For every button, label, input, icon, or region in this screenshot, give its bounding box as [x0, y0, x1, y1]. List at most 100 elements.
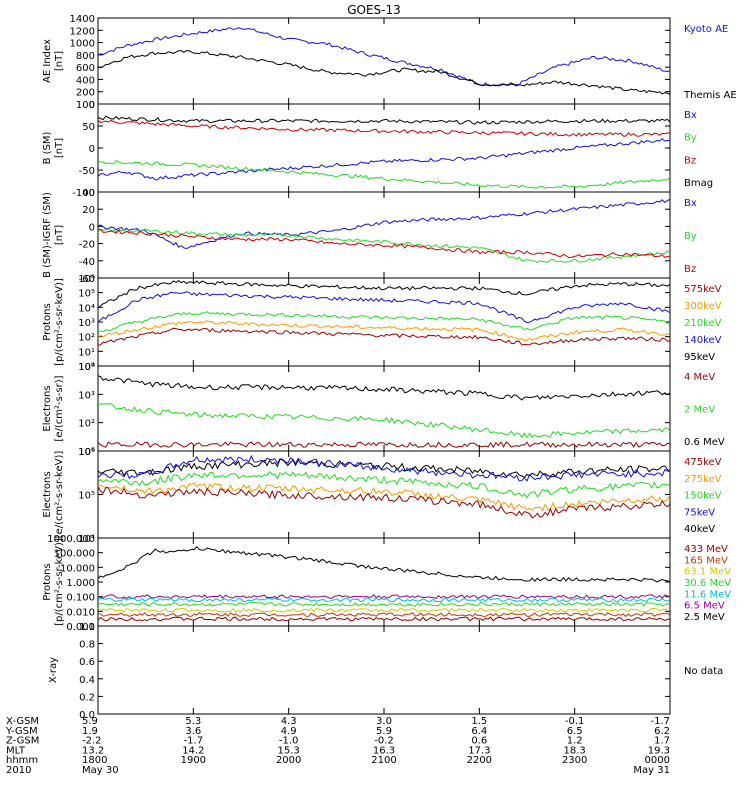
y-tick-label: -60 [79, 274, 95, 285]
series-line-95kev [97, 279, 671, 308]
y-tick-label: 10⁴ [78, 534, 95, 545]
series-line-140kev [97, 291, 671, 324]
footer-value: 19.3 [648, 745, 670, 756]
legend-entry: 275keV [684, 474, 722, 485]
y-axis-label: B (SM)-IGRF (SM) [42, 192, 53, 278]
footer-value: 0000 [645, 755, 670, 766]
y-axis-label: [p/(cm²-s-sr-keV)] [54, 278, 65, 366]
footer-value: 1800 [82, 755, 107, 766]
y-tick-label: 1400 [70, 14, 95, 25]
footer-value: 5.9 [376, 726, 392, 737]
y-tick-label: 10³ [78, 390, 95, 401]
y-tick-label: 1000.000 [47, 534, 95, 545]
series-line-bz [97, 119, 671, 137]
footer-row-label: Z-GSM [6, 736, 39, 747]
y-axis-label: [e/(cm²-s-sr)] [54, 375, 65, 441]
y-axis-label: B (SM) [42, 131, 53, 164]
panel-5 [97, 365, 671, 452]
y-axis-label: Protons [42, 563, 53, 600]
y-axis-label: [nT] [54, 138, 65, 158]
series-line-63-1-mev [97, 607, 671, 613]
series-line-2-mev [97, 403, 671, 439]
y-tick-label: 400 [76, 75, 95, 86]
y-tick-label: 100 [76, 100, 95, 111]
footer-value: -0.2 [374, 736, 394, 747]
series-line-433-mev [97, 616, 671, 622]
y-tick-label: 1000 [70, 39, 95, 50]
legend-entry: 165 MeV [684, 555, 728, 566]
y-tick-label: 0.010 [66, 607, 95, 618]
y-tick-label: 10¹ [78, 347, 95, 358]
footer-value: -1.7 [650, 716, 670, 727]
y-tick-label: 10⁰ [78, 362, 95, 373]
series-line-75kev [97, 454, 671, 482]
legend-entry: 30.6 MeV [684, 578, 731, 589]
series-line-300kev [97, 320, 671, 342]
footer-row-label: Y-GSM [5, 726, 38, 737]
y-tick-label: 10⁶ [78, 274, 95, 285]
legend-entry: By [684, 231, 697, 242]
legend-entry: Bx [684, 198, 697, 209]
y-axis-label: [nT] [54, 51, 65, 71]
legend-entry: Bmag [684, 178, 713, 189]
footer-value: -2.2 [82, 736, 102, 747]
footer-value: 2300 [562, 755, 587, 766]
legend-entry: 150keV [684, 491, 722, 502]
y-tick-label: 20 [82, 205, 95, 216]
legend-entry: 40keV [684, 524, 715, 535]
series-line-bz [97, 228, 671, 259]
series-line-4-mev [97, 441, 671, 449]
y-tick-label: 10³ [78, 318, 95, 329]
series-line-by [97, 159, 671, 189]
y-tick-label: 10.000 [60, 563, 95, 574]
y-tick-label: 800 [76, 51, 95, 62]
legend-entry: By [684, 133, 697, 144]
y-tick-label: 0 [89, 100, 95, 111]
legend-entry: Themis AE [683, 90, 737, 101]
footer-value: 3.0 [376, 716, 392, 727]
y-tick-label: 10¹ [78, 447, 95, 458]
y-tick-label: 1.0 [79, 622, 95, 633]
legend-entry: 95keV [684, 352, 715, 363]
y-tick-label: 1.000 [66, 578, 95, 589]
series-line-2-5-mev [97, 545, 671, 583]
footer-value: 1.9 [82, 726, 98, 737]
legend-entry: 475keV [684, 457, 722, 468]
legend-entry: Bx [684, 110, 697, 121]
footer-value: 1.2 [567, 736, 583, 747]
y-axis-label: [e/(cm²-s-sr-keV)] [54, 451, 65, 539]
y-tick-label: 10⁶ [78, 447, 95, 458]
footer-value: 18.3 [564, 745, 586, 756]
series-line-11-6-mev [97, 597, 671, 603]
y-tick-label: -40 [79, 257, 95, 268]
legend-entry: Bz [684, 264, 696, 275]
series-line-575kev [97, 327, 671, 346]
series-line-bx [97, 198, 671, 250]
footer-value: 1.5 [471, 716, 487, 727]
series-line-by [97, 228, 671, 264]
y-tick-label: 10⁵ [78, 289, 95, 300]
footer-value: May 31 [633, 765, 670, 776]
y-tick-label: 0 [89, 222, 95, 233]
y-tick-label: -100 [72, 188, 95, 199]
panel-3 [97, 191, 671, 279]
series-line-475kev [97, 486, 671, 519]
footer-value: 3.6 [185, 726, 201, 737]
footer-value: -0.1 [565, 716, 585, 727]
legend-entry: 210keV [684, 318, 722, 329]
y-axis-label: X-ray [48, 657, 59, 683]
series-line-themis-ae [97, 49, 671, 95]
y-tick-label: -50 [79, 166, 95, 177]
panel-1 [97, 17, 671, 105]
legend-entry: 0.6 MeV [684, 437, 725, 448]
y-tick-label: 10⁴ [78, 362, 95, 373]
footer-value: 4.9 [281, 726, 297, 737]
series-line-210kev [97, 310, 671, 333]
legend-entry: 6.5 MeV [684, 601, 725, 612]
series-line-40kev [97, 458, 671, 479]
footer-value: 13.2 [82, 745, 104, 756]
footer-value: 16.3 [373, 745, 395, 756]
legend-entry: 4 MeV [684, 372, 715, 383]
